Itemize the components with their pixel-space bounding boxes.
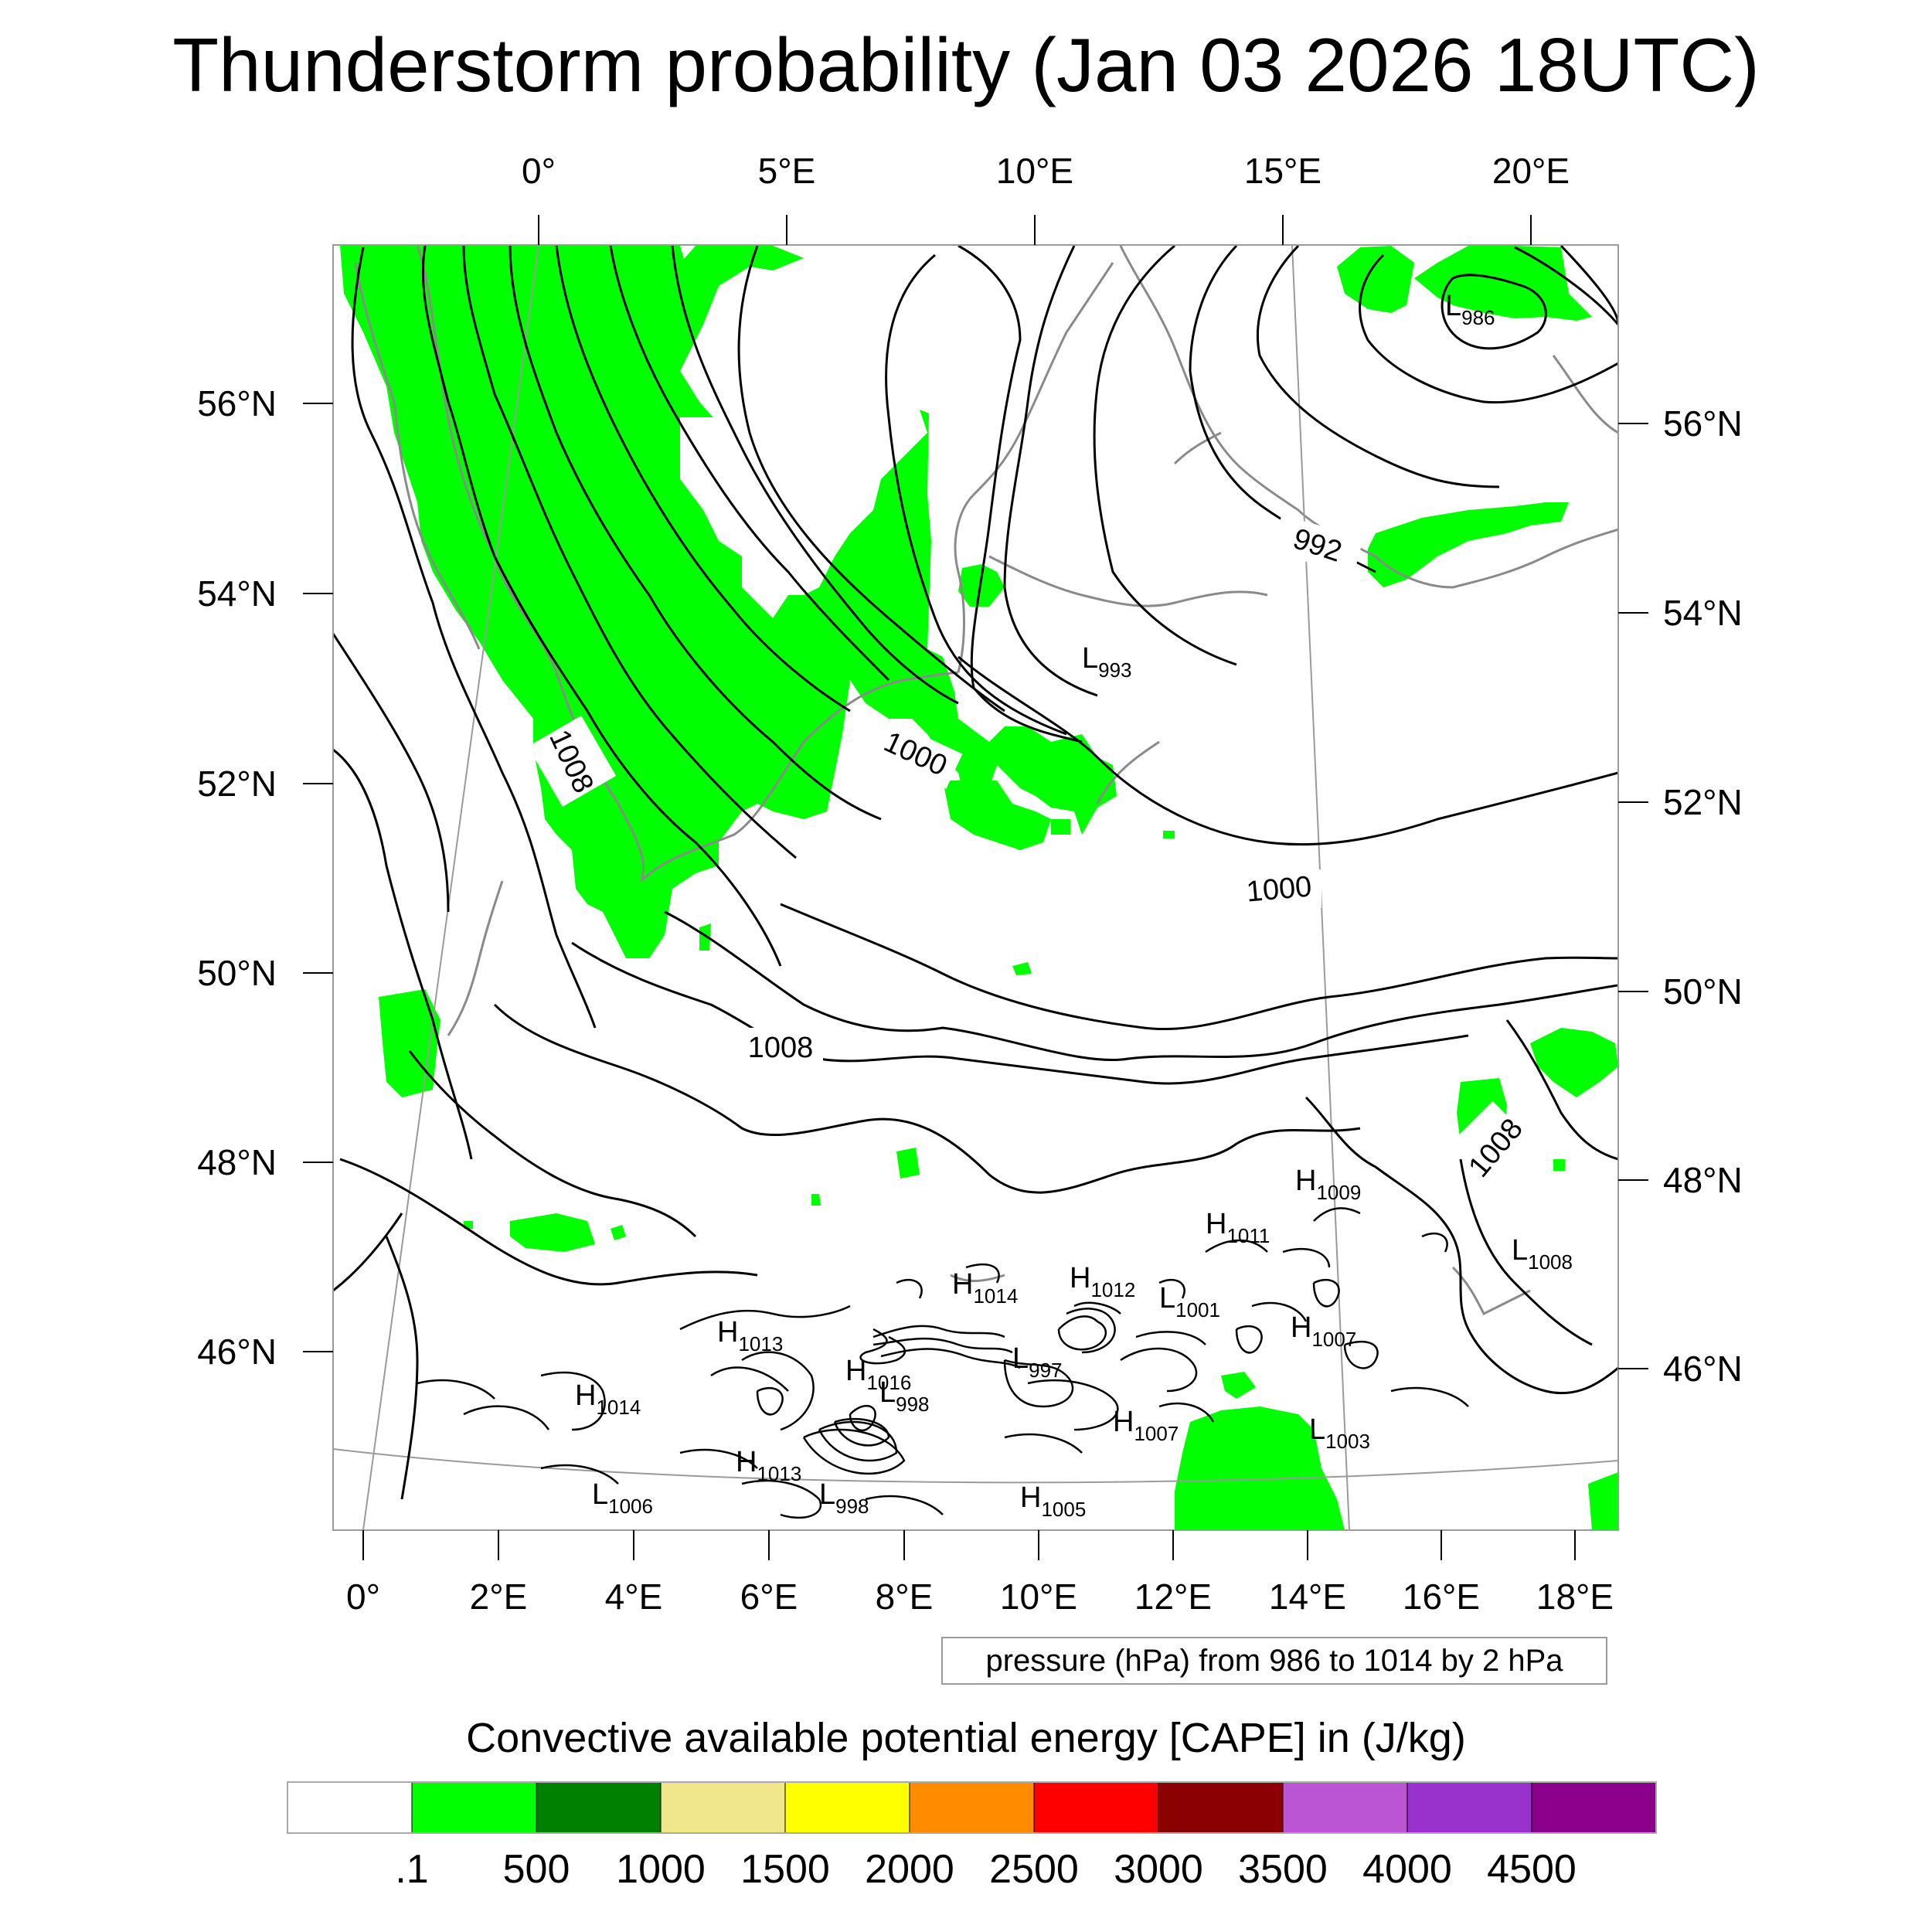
left-lat-label: 48°N bbox=[197, 1142, 277, 1182]
left-lat-labels: 56°N 54°N 52°N 50°N 48°N 46°N bbox=[197, 383, 277, 1372]
right-lat-labels: 56°N 54°N 52°N 50°N 48°N 46°N bbox=[1663, 403, 1743, 1389]
pressure-center-high: H1016 bbox=[845, 1355, 911, 1394]
pressure-center-low: L1006 bbox=[592, 1478, 653, 1518]
legend-swatch bbox=[1531, 1781, 1657, 1834]
right-lat-label: 48°N bbox=[1663, 1160, 1743, 1200]
pressure-center-low: L997 bbox=[1012, 1342, 1063, 1382]
legend-swatch bbox=[660, 1781, 786, 1834]
legend-swatch bbox=[536, 1781, 662, 1834]
pressure-center-low: L998 bbox=[879, 1376, 930, 1416]
top-lon-labels: 0° 5°E 10°E 15°E 20°E bbox=[522, 151, 1570, 191]
legend-swatch bbox=[1158, 1781, 1284, 1834]
bottom-lon-labels: 0° 2°E 4°E 6°E 8°E 10°E 12°E 14°E 16°E 1… bbox=[346, 1577, 1614, 1617]
bottom-lon-label: 2°E bbox=[470, 1577, 528, 1617]
bottom-lon-label: 12°E bbox=[1134, 1577, 1212, 1617]
legend-swatch bbox=[909, 1781, 1035, 1834]
pressure-center-low: L998 bbox=[819, 1478, 869, 1518]
top-lon-label: 20°E bbox=[1492, 151, 1570, 191]
cape-fill bbox=[340, 246, 1618, 1530]
legend-label: 500 bbox=[503, 1847, 570, 1892]
top-lon-label: 5°E bbox=[758, 151, 816, 191]
legend-swatch bbox=[411, 1781, 537, 1834]
right-lat-label: 52°N bbox=[1663, 782, 1743, 822]
pressure-center-low: L1003 bbox=[1309, 1413, 1370, 1453]
contour-label: 1000 bbox=[1245, 870, 1313, 908]
bottom-lon-label: 8°E bbox=[876, 1577, 934, 1617]
left-lat-label: 50°N bbox=[197, 953, 277, 993]
cape-legend-labels: .1 500 1000 1500 2000 2500 3000 3500 4000 4500 bbox=[395, 1847, 1577, 1892]
legend-swatch bbox=[1033, 1781, 1159, 1834]
top-lon-label: 15°E bbox=[1244, 151, 1321, 191]
legend-swatch bbox=[1406, 1781, 1532, 1834]
pressure-center-high: H1014 bbox=[952, 1268, 1018, 1308]
pressure-center-low: L986 bbox=[1445, 290, 1495, 329]
pressure-center-high: H1012 bbox=[1070, 1262, 1135, 1301]
map-body bbox=[333, 245, 1618, 1530]
cape-legend-bar bbox=[287, 1781, 1657, 1834]
legend-label: .1 bbox=[395, 1847, 428, 1892]
contour-info-box: pressure (hPa) from 986 to 1014 by 2 hPa bbox=[941, 1637, 1607, 1685]
bottom-lon-label: 18°E bbox=[1536, 1577, 1614, 1617]
pressure-centers: L986 L993 H1009 H1011 L1008 H1014 H1012 … bbox=[575, 290, 1573, 1521]
legend-border bbox=[287, 1781, 1657, 1834]
bottom-lon-label: 10°E bbox=[1000, 1577, 1077, 1617]
right-lat-label: 56°N bbox=[1663, 403, 1743, 444]
pressure-center-high: H1005 bbox=[1020, 1481, 1086, 1521]
legend-label: 1500 bbox=[740, 1847, 830, 1892]
legend-swatch bbox=[287, 1781, 413, 1834]
right-lat-label: 50°N bbox=[1663, 971, 1743, 1012]
pressure-center-low: L1008 bbox=[1512, 1234, 1573, 1274]
legend-label: 4500 bbox=[1487, 1847, 1577, 1892]
legend-swatch bbox=[1282, 1781, 1408, 1834]
right-lat-label: 54°N bbox=[1663, 593, 1743, 633]
pressure-center-high: H1013 bbox=[717, 1316, 783, 1355]
legend-label: 2000 bbox=[865, 1847, 954, 1892]
bottom-lon-label: 0° bbox=[346, 1577, 380, 1617]
bottom-lon-label: 4°E bbox=[605, 1577, 663, 1617]
axis-ticks bbox=[303, 215, 1648, 1560]
legend-label: 3500 bbox=[1238, 1847, 1328, 1892]
alpine-contours bbox=[417, 1207, 1469, 1519]
bottom-lon-label: 16°E bbox=[1403, 1577, 1480, 1617]
pressure-center-high: H1007 bbox=[1113, 1406, 1179, 1445]
pressure-center-high: H1007 bbox=[1291, 1311, 1356, 1351]
left-lat-label: 52°N bbox=[197, 764, 277, 804]
map-frame bbox=[332, 244, 1619, 1531]
left-lat-label: 54°N bbox=[197, 573, 277, 614]
legend-title: Convective available potential energy [C… bbox=[466, 1715, 1466, 1761]
bottom-lon-label: 6°E bbox=[740, 1577, 798, 1617]
legend-label: 2500 bbox=[989, 1847, 1079, 1892]
pressure-center-high: H1013 bbox=[736, 1446, 801, 1485]
top-lon-label: 10°E bbox=[996, 151, 1073, 191]
legend-label: 1000 bbox=[616, 1847, 706, 1892]
legend-swatch bbox=[784, 1781, 910, 1834]
page-title: Thunderstorm probability (Jan 03 2026 18… bbox=[172, 22, 1760, 107]
pressure-center-high: H1014 bbox=[575, 1379, 641, 1419]
bottom-lon-label: 14°E bbox=[1269, 1577, 1346, 1617]
contour-label: 1008 bbox=[748, 1032, 814, 1064]
contour-label: 992 bbox=[1289, 522, 1345, 569]
isobars bbox=[333, 245, 1618, 1500]
left-lat-label: 46°N bbox=[197, 1332, 277, 1372]
pressure-center-low: L993 bbox=[1082, 642, 1132, 682]
top-lon-label: 0° bbox=[522, 151, 556, 191]
left-lat-label: 56°N bbox=[197, 383, 277, 423]
pressure-center-high: H1011 bbox=[1206, 1208, 1270, 1247]
pressure-center-low: L1001 bbox=[1159, 1282, 1220, 1321]
legend-label: 3000 bbox=[1114, 1847, 1203, 1892]
pressure-center-high: H1009 bbox=[1295, 1165, 1361, 1204]
right-lat-label: 46°N bbox=[1663, 1349, 1743, 1389]
contour-label-boxes bbox=[527, 515, 1543, 1195]
legend-label: 4000 bbox=[1362, 1847, 1452, 1892]
